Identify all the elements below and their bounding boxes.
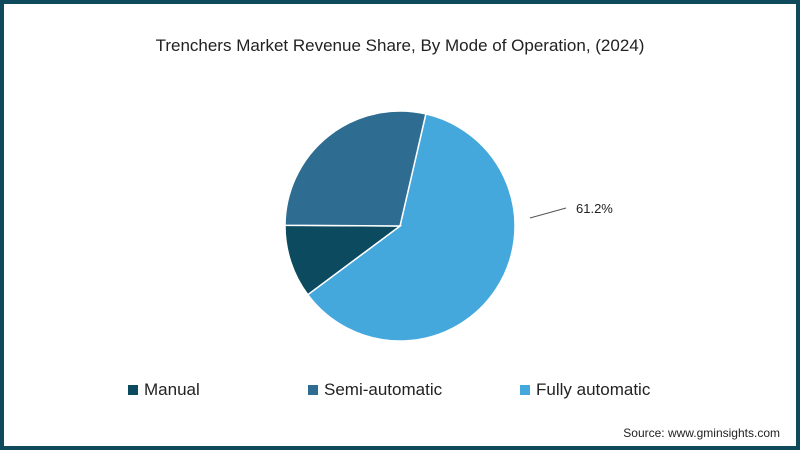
legend: Manual Semi-automatic Fully automatic [0,380,800,404]
chart-title: Trenchers Market Revenue Share, By Mode … [155,36,645,55]
pie-slice-semi-automatic[interactable] [284,110,427,227]
legend-label: Semi-automatic [324,380,443,399]
legend-label: Fully automatic [536,380,651,399]
pie-slice-fully-automatic[interactable] [306,113,516,342]
leader-line [529,207,567,219]
legend-label: Manual [144,380,200,399]
legend-item-manual[interactable]: Manual [128,380,200,400]
legend-swatch [520,385,530,395]
pie-slices [284,110,516,342]
legend-item-fully-automatic[interactable]: Fully automatic [520,380,650,400]
data-label-fully-automatic: 61.2% [576,201,613,216]
legend-swatch [128,385,138,395]
legend-item-semi-automatic[interactable]: Semi-automatic [308,380,442,400]
legend-swatch [308,385,318,395]
source-note: Source: www.gminsights.com [623,426,780,440]
pie-slice-manual[interactable] [284,224,403,296]
